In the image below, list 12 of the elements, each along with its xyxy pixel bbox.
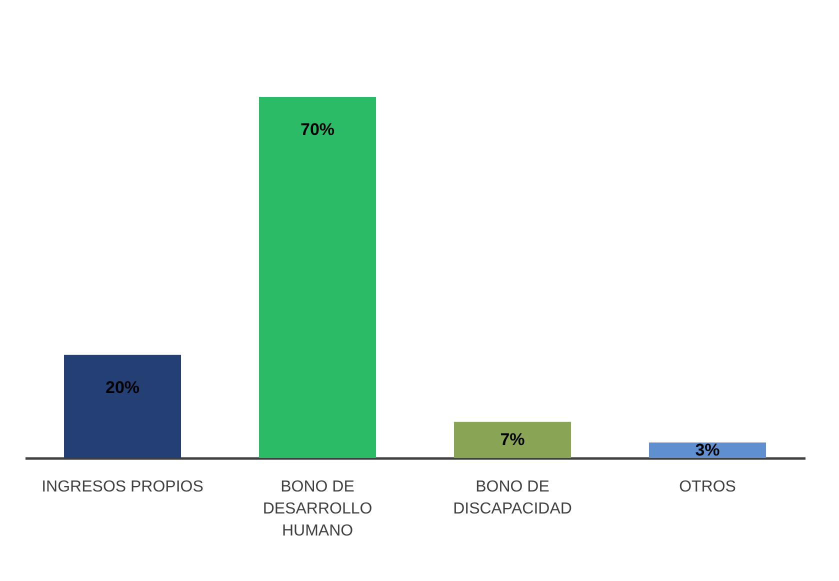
- data-label: 70%: [300, 120, 335, 139]
- x-tick-label: OTROS: [679, 478, 736, 496]
- data-label: 3%: [695, 440, 720, 460]
- x-tick-label: BONO DE DISCAPACIDAD: [453, 478, 572, 518]
- bar: [454, 422, 571, 458]
- data-label: 7%: [500, 430, 525, 449]
- bar: [64, 354, 181, 458]
- bar: [649, 442, 766, 458]
- bar: [259, 97, 376, 458]
- data-label: 20%: [105, 378, 140, 397]
- x-tick-label: BONO DE DESARROLLO HUMANO: [262, 478, 372, 540]
- x-tick-label: INGRESOS PROPIOS: [42, 478, 204, 496]
